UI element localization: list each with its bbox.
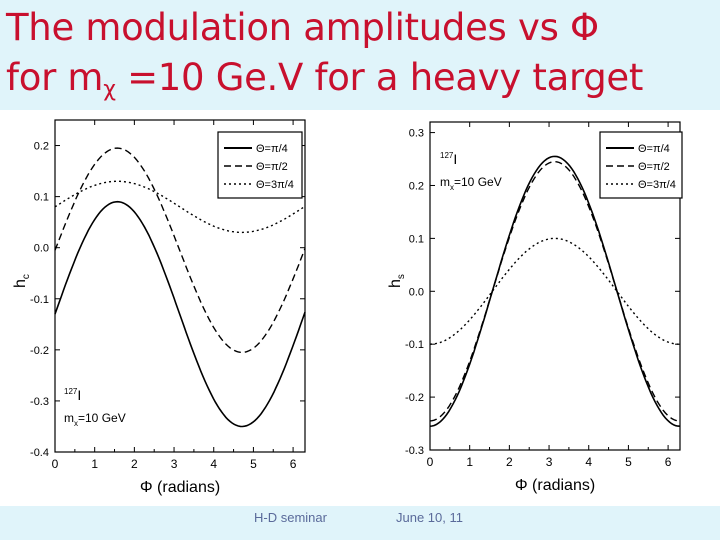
x-tick-label: 6 [290, 457, 297, 471]
x-tick-label: 1 [466, 455, 473, 469]
annotation-isotope-symbol: I [77, 387, 81, 403]
x-axis-label: Φ (radians) [140, 479, 220, 496]
y-tick-label: -0.3 [30, 396, 49, 408]
y-tick-label: 0.2 [34, 141, 49, 153]
annotation-isotope: 127I [440, 151, 457, 167]
title-line-2-subscript: χ [103, 77, 116, 102]
title-line-1: The modulation amplitudes vs Φ [6, 6, 599, 49]
x-tick-label: 1 [91, 457, 98, 471]
chart-hs: 0 1 2 3 4 5 6 0.3 0.2 0.1 0.0 -0.1 -0.2 -0.3 Φ (radian… [387, 121, 683, 494]
annotation-isotope: 127I [64, 387, 81, 403]
x-tick-label: 0 [52, 457, 59, 471]
x-tick-label: 3 [546, 455, 553, 469]
x-tick-label: 6 [665, 455, 672, 469]
annotation-mass-symbol: m [64, 411, 74, 425]
annotation-isotope-mass: 127 [440, 151, 454, 160]
series-line-1 [54, 200, 306, 428]
legend-label-3: Θ=3π/4 [256, 179, 294, 191]
footer-date: June 10, 11 [396, 510, 463, 525]
annotation-mass-value: =10 GeV [78, 411, 126, 425]
title-line-2: for mχ =10 Ge.V for a heavy target [6, 56, 643, 102]
footer-seminar: H-D seminar [254, 510, 327, 525]
x-tick-label: 2 [506, 455, 513, 469]
y-tick-label: 0.1 [34, 192, 49, 204]
x-tick-label: 4 [210, 457, 217, 471]
plot-frame [429, 121, 681, 451]
annotation-isotope-mass: 127 [64, 387, 78, 396]
y-axis-label-main: h [12, 279, 29, 288]
y-tick-label: 0.3 [409, 128, 424, 140]
title-line-2-pre: for m [6, 56, 104, 99]
annotation-mass-value: =10 GeV [454, 175, 502, 189]
annotation-mass-subscript: x [74, 419, 78, 428]
title-band [0, 0, 720, 110]
y-axis-label-sub: c [21, 274, 32, 279]
legend-box [217, 131, 303, 199]
legend-box [599, 131, 683, 199]
y-tick-label: 0.1 [409, 233, 424, 245]
x-tick-label: 3 [171, 457, 178, 471]
y-tick-label: -0.2 [405, 392, 424, 404]
chart-hc: 0 1 2 3 4 5 6 0.2 0.1 0.0 -0.1 -0.2 -0.3 -0.4 Φ (radia… [12, 119, 306, 496]
series-line-2 [429, 160, 681, 422]
series-line-2 [54, 147, 306, 354]
x-tick-label: 0 [427, 455, 434, 469]
title-line-1-text: The modulation amplitudes vs Φ [6, 6, 599, 49]
x-axis-label: Φ (radians) [515, 477, 595, 494]
y-tick-label: -0.3 [405, 445, 424, 457]
series-line-3 [429, 237, 680, 345]
y-tick-label: 0.2 [409, 180, 424, 192]
annotation-mass: mx=10 GeV [440, 175, 502, 192]
legend-label-2: Θ=π/2 [256, 161, 288, 173]
plot-frame [54, 119, 306, 453]
y-tick-label: -0.1 [405, 339, 424, 351]
y-axis-label-main: h [387, 279, 404, 288]
annotation-mass-symbol: m [440, 175, 450, 189]
legend-label-2: Θ=π/2 [638, 161, 670, 173]
legend-label-1: Θ=π/4 [256, 143, 288, 155]
y-tick-label: -0.4 [30, 447, 49, 459]
series-line-3 [54, 180, 306, 234]
y-tick-label: 0.0 [34, 243, 49, 255]
x-tick-label: 2 [131, 457, 138, 471]
y-axis-label: hs [387, 274, 407, 288]
annotation-isotope-symbol: I [453, 151, 457, 167]
x-tick-label: 5 [250, 457, 257, 471]
footer-band [0, 506, 720, 540]
legend-label-3: Θ=3π/4 [638, 179, 676, 191]
legend-label-1: Θ=π/4 [638, 143, 670, 155]
annotation-mass: mx=10 GeV [64, 411, 126, 428]
x-tick-label: 5 [625, 455, 632, 469]
annotation-mass-subscript: x [450, 183, 454, 192]
x-tick-label: 4 [585, 455, 592, 469]
y-tick-label: 0.0 [409, 286, 424, 298]
y-tick-label: -0.2 [30, 345, 49, 357]
y-axis-label-sub: s [396, 274, 407, 279]
y-tick-label: -0.1 [30, 294, 49, 306]
series-line-1 [429, 155, 681, 427]
title-line-2-post: =10 Ge.V for a heavy target [115, 56, 644, 99]
y-axis-label: hc [12, 274, 32, 288]
